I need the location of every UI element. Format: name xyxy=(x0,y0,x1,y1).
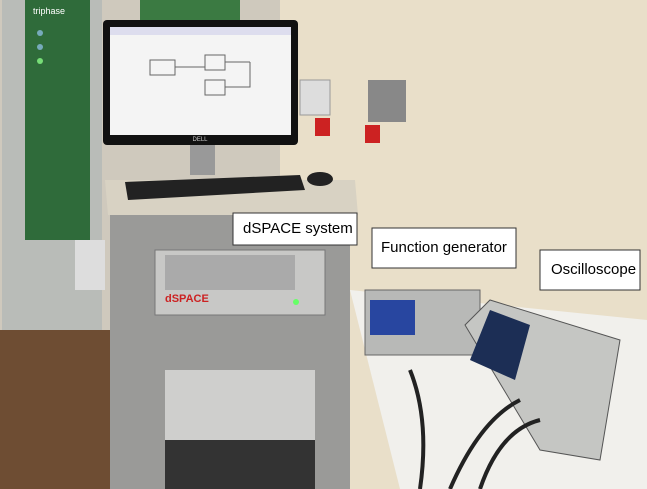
plug xyxy=(365,125,380,143)
label: dSPACE system xyxy=(243,220,353,237)
fg-screen xyxy=(370,300,415,335)
cables xyxy=(165,440,315,489)
label-box xyxy=(371,227,517,269)
switch-box xyxy=(368,80,406,122)
plug xyxy=(315,118,330,136)
label-box xyxy=(539,249,641,291)
label-box xyxy=(232,212,358,246)
label: Oscilloscope xyxy=(551,261,636,278)
keyboard xyxy=(125,175,305,200)
socket xyxy=(299,79,331,116)
rack-brand: dSPACE xyxy=(165,293,209,305)
window-bar xyxy=(110,27,291,35)
scope-screen xyxy=(470,310,530,380)
power-led xyxy=(293,299,299,305)
mouse xyxy=(307,172,333,186)
led xyxy=(37,58,43,64)
cabinet-brand: triphase xyxy=(33,6,65,16)
vent xyxy=(75,240,105,290)
probe-cables xyxy=(408,369,541,489)
wires xyxy=(175,61,251,88)
label: Function generator xyxy=(381,239,507,256)
io-boards xyxy=(165,370,315,440)
monitor-stand xyxy=(190,145,215,175)
led xyxy=(37,30,43,36)
vent-grid xyxy=(165,255,295,290)
monitor-screen xyxy=(110,27,291,135)
led xyxy=(37,44,43,50)
monitor-brand: DELL xyxy=(192,137,208,143)
cabinet-green xyxy=(25,0,90,240)
